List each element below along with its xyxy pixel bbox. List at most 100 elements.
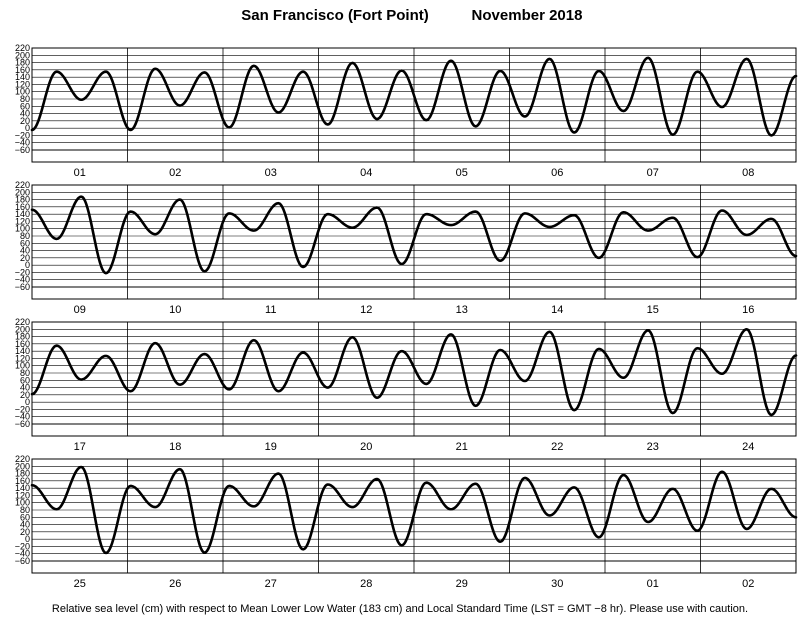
y-tick-label: 180 <box>15 332 30 342</box>
day-label: 11 <box>265 304 276 316</box>
day-label: 12 <box>360 304 372 316</box>
y-tick-label: −20 <box>15 404 30 414</box>
y-tick-label: 180 <box>15 58 30 68</box>
y-tick-label: 180 <box>15 195 30 205</box>
day-label: 01 <box>74 167 86 179</box>
day-label: 07 <box>647 167 659 179</box>
y-tick-label: 200 <box>15 324 30 334</box>
y-tick-label: 180 <box>15 469 30 479</box>
y-tick-label: 220 <box>15 317 30 327</box>
y-tick-label: 140 <box>15 346 30 356</box>
tide-curve-panel-1 <box>30 56 798 137</box>
day-label: 22 <box>551 441 563 453</box>
tide-panel-3: 220200180160140120100806040200−20−40−601… <box>15 317 798 453</box>
tide-panel-1: 220200180160140120100806040200−20−40−600… <box>15 43 798 179</box>
tide-panel-4: 220200180160140120100806040200−20−40−602… <box>15 454 798 590</box>
y-tick-label: 160 <box>15 476 30 486</box>
chart-title-location: San Francisco (Fort Point) <box>241 7 429 24</box>
tide-curve-panel-3 <box>30 327 798 417</box>
y-tick-label: 0 <box>25 260 30 270</box>
y-tick-label: −60 <box>15 282 30 292</box>
day-label: 26 <box>169 578 181 590</box>
y-tick-label: 160 <box>15 202 30 212</box>
day-label: 15 <box>647 304 659 316</box>
y-tick-label: 220 <box>15 180 30 190</box>
y-tick-label: 140 <box>15 72 30 82</box>
panel-frame <box>31 47 797 163</box>
y-tick-label: 20 <box>20 116 30 126</box>
y-tick-label: 140 <box>15 209 30 219</box>
y-tick-label: 120 <box>15 490 30 500</box>
tide-curve-panel-2 <box>30 195 798 275</box>
y-tick-label: 40 <box>20 520 30 530</box>
day-label: 05 <box>456 167 468 179</box>
y-tick-label: 80 <box>20 94 30 104</box>
y-tick-label: 60 <box>20 375 30 385</box>
y-tick-label: 200 <box>15 461 30 471</box>
day-label: 08 <box>742 167 754 179</box>
day-label: 30 <box>551 578 563 590</box>
day-label: 09 <box>74 304 86 316</box>
y-tick-label: −40 <box>15 412 30 422</box>
panels-layer: 220200180160140120100806040200−20−40−600… <box>15 43 798 590</box>
y-tick-label: 100 <box>15 224 30 234</box>
y-tick-label: −20 <box>15 267 30 277</box>
day-label: 21 <box>456 441 468 453</box>
panel-frame <box>31 184 797 300</box>
y-tick-label: 220 <box>15 43 30 53</box>
day-label: 25 <box>74 578 86 590</box>
y-tick-label: 100 <box>15 498 30 508</box>
y-tick-label: 40 <box>20 246 30 256</box>
day-label: 10 <box>169 304 181 316</box>
y-tick-label: 200 <box>15 187 30 197</box>
y-tick-label: −60 <box>15 419 30 429</box>
y-tick-label: 120 <box>15 216 30 226</box>
y-tick-label: 40 <box>20 383 30 393</box>
y-tick-label: −40 <box>15 275 30 285</box>
y-tick-label: −20 <box>15 541 30 551</box>
y-tick-label: 0 <box>25 397 30 407</box>
y-tick-label: 160 <box>15 65 30 75</box>
day-label: 06 <box>551 167 563 179</box>
day-label: 24 <box>742 441 754 453</box>
day-label: 17 <box>74 441 86 453</box>
y-tick-label: 20 <box>20 253 30 263</box>
day-label: 04 <box>360 167 372 179</box>
day-label: 02 <box>742 578 754 590</box>
day-label: 18 <box>169 441 181 453</box>
day-label: 28 <box>360 578 372 590</box>
day-label: 03 <box>265 167 277 179</box>
day-label: 02 <box>169 167 181 179</box>
y-tick-label: 20 <box>20 390 30 400</box>
y-tick-label: 40 <box>20 109 30 119</box>
day-label: 29 <box>456 578 468 590</box>
y-tick-label: 80 <box>20 231 30 241</box>
y-tick-label: −40 <box>15 549 30 559</box>
day-label: 13 <box>456 304 468 316</box>
y-tick-label: 100 <box>15 361 30 371</box>
chart-title-period: November 2018 <box>472 7 583 24</box>
day-label: 27 <box>265 578 277 590</box>
day-label: 19 <box>265 441 277 453</box>
y-tick-label: −20 <box>15 130 30 140</box>
chart-footnote: Relative sea level (cm) with respect to … <box>52 603 748 615</box>
y-tick-label: 0 <box>25 123 30 133</box>
y-tick-label: 120 <box>15 353 30 363</box>
day-label: 16 <box>742 304 754 316</box>
y-tick-label: 60 <box>20 101 30 111</box>
day-label: 23 <box>647 441 659 453</box>
day-label: 20 <box>360 441 372 453</box>
y-tick-label: 20 <box>20 527 30 537</box>
y-tick-label: 160 <box>15 339 30 349</box>
day-label: 14 <box>551 304 563 316</box>
tide-panel-2: 220200180160140120100806040200−20−40−600… <box>15 180 798 316</box>
y-tick-label: −40 <box>15 138 30 148</box>
y-tick-label: 80 <box>20 368 30 378</box>
y-tick-label: 0 <box>25 534 30 544</box>
day-label: 01 <box>647 578 659 590</box>
y-tick-label: 60 <box>20 238 30 248</box>
y-tick-label: −60 <box>15 556 30 566</box>
y-tick-label: 120 <box>15 79 30 89</box>
y-tick-label: 60 <box>20 512 30 522</box>
